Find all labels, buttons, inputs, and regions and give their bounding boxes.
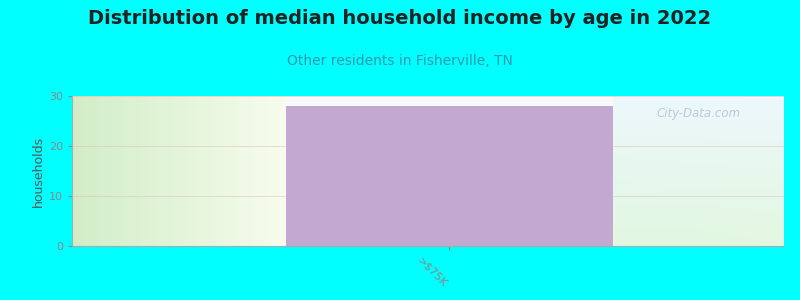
Text: City-Data.com: City-Data.com: [657, 107, 741, 121]
Text: Distribution of median household income by age in 2022: Distribution of median household income …: [89, 9, 711, 28]
Y-axis label: households: households: [32, 135, 45, 207]
Bar: [286, 106, 613, 246]
Text: Other residents in Fisherville, TN: Other residents in Fisherville, TN: [287, 54, 513, 68]
